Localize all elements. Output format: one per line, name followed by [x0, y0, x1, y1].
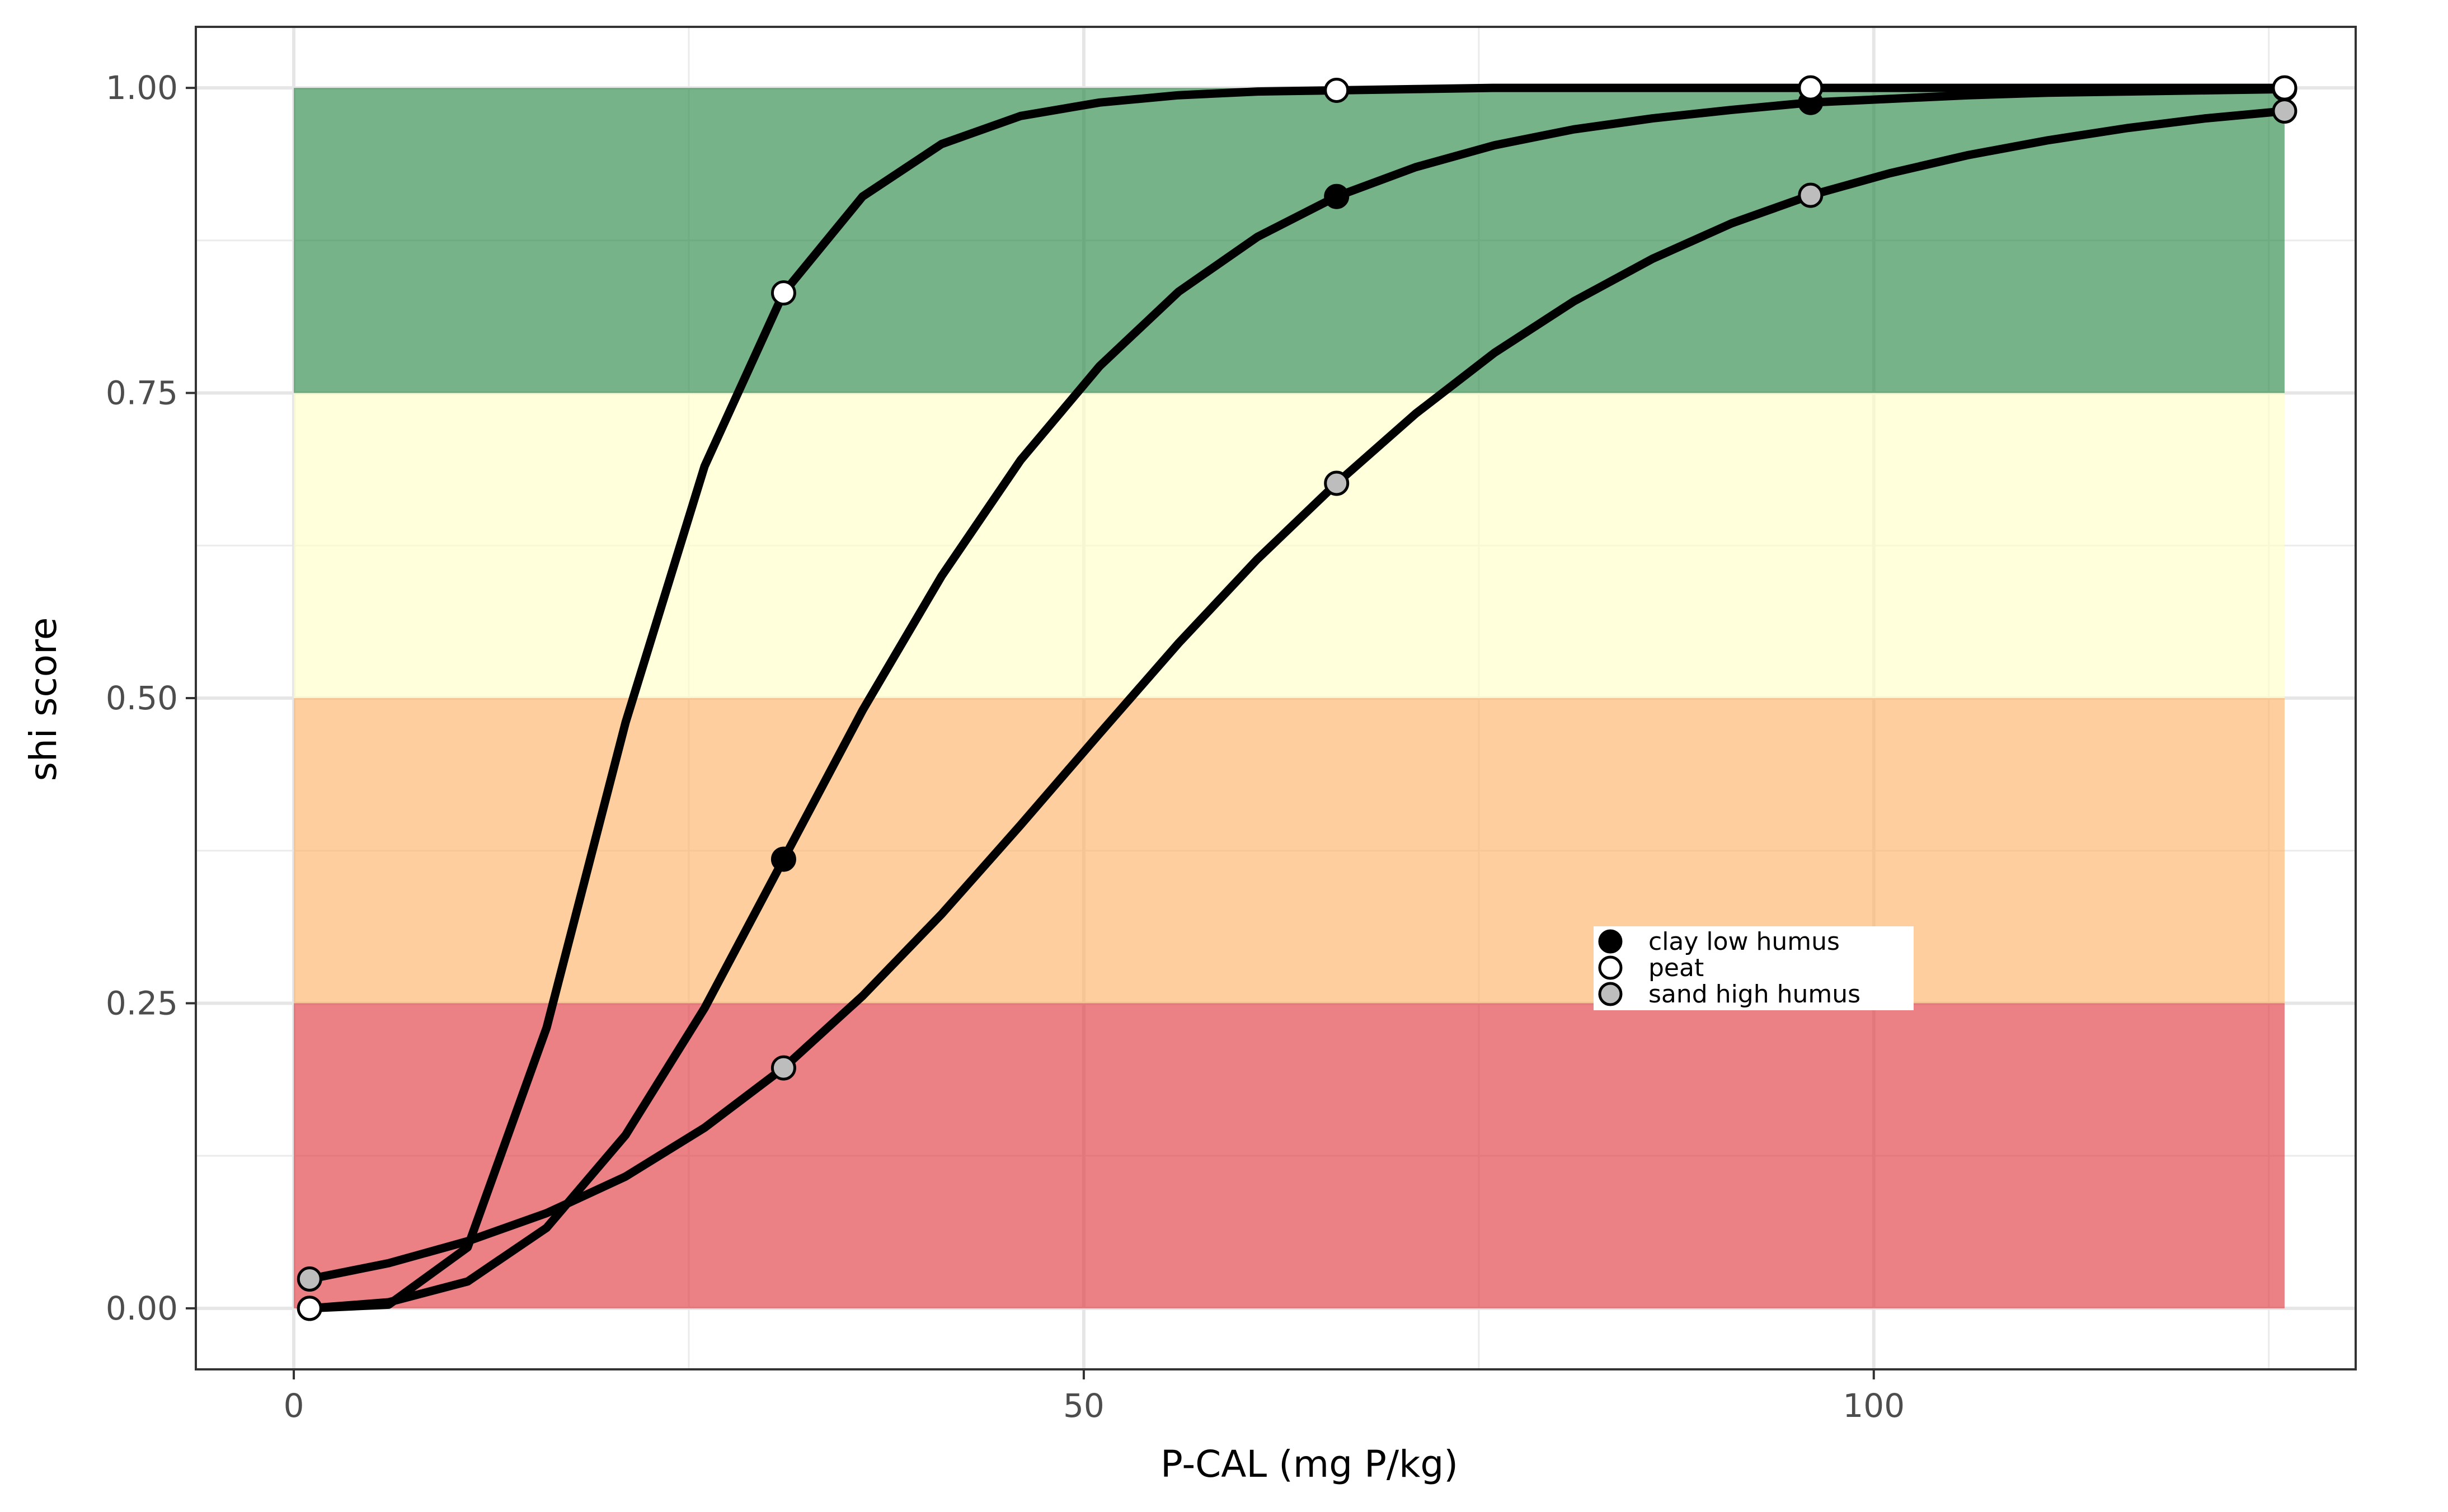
- score-band-1: [294, 698, 2285, 1004]
- y-tick-label: 0.25: [106, 984, 178, 1022]
- y-tick-label: 1.00: [106, 69, 178, 107]
- data-point-peat: [297, 1296, 322, 1321]
- y-tick-label: 0.50: [106, 679, 178, 717]
- x-axis-title: P-CAL (mg P/kg): [1160, 1443, 1458, 1486]
- legend-label: sand high humus: [1648, 980, 1860, 1009]
- score-band-2: [294, 393, 2285, 698]
- y-axis-title: shi score: [22, 618, 65, 781]
- data-point-sand-high-humus: [2272, 98, 2297, 124]
- data-point-peat: [2272, 75, 2297, 101]
- score-band-0: [294, 1003, 2285, 1308]
- data-point-sand-high-humus: [297, 1266, 322, 1292]
- y-tick-label: 0.00: [106, 1289, 178, 1327]
- data-point-sand-high-humus: [1324, 470, 1350, 496]
- data-point-clay-low-humus: [1324, 183, 1350, 209]
- data-point-peat: [1324, 77, 1350, 103]
- x-tick-label: 0: [284, 1387, 304, 1425]
- legend-key: [1598, 929, 1623, 954]
- x-tick-label: 100: [1843, 1387, 1905, 1425]
- legend-label: peat: [1648, 954, 1704, 982]
- y-tick-label: 0.75: [106, 374, 178, 412]
- series-line-peat: [305, 83, 2289, 1313]
- data-point-clay-low-humus: [770, 846, 796, 872]
- legend-background: [1594, 926, 1914, 1010]
- series-line-clay-low-humus: [305, 84, 2289, 1313]
- score-band-3: [294, 88, 2285, 393]
- legend-key: [1598, 955, 1623, 980]
- legend-label: clay low humus: [1648, 927, 1840, 956]
- legend-key: [1598, 982, 1623, 1006]
- axes: 0 50 100 0.00 0.25 0.50 0.75 1.00: [106, 26, 2357, 1425]
- data-point-sand-high-humus: [770, 1055, 796, 1081]
- data-point-peat: [770, 280, 796, 306]
- x-tick-label: 50: [1063, 1387, 1105, 1425]
- data-point-sand-high-humus: [1798, 182, 1824, 208]
- plot-panel: [196, 27, 2356, 1369]
- data-point-peat: [1798, 75, 1824, 101]
- series-line-sand-high-humus: [305, 107, 2289, 1283]
